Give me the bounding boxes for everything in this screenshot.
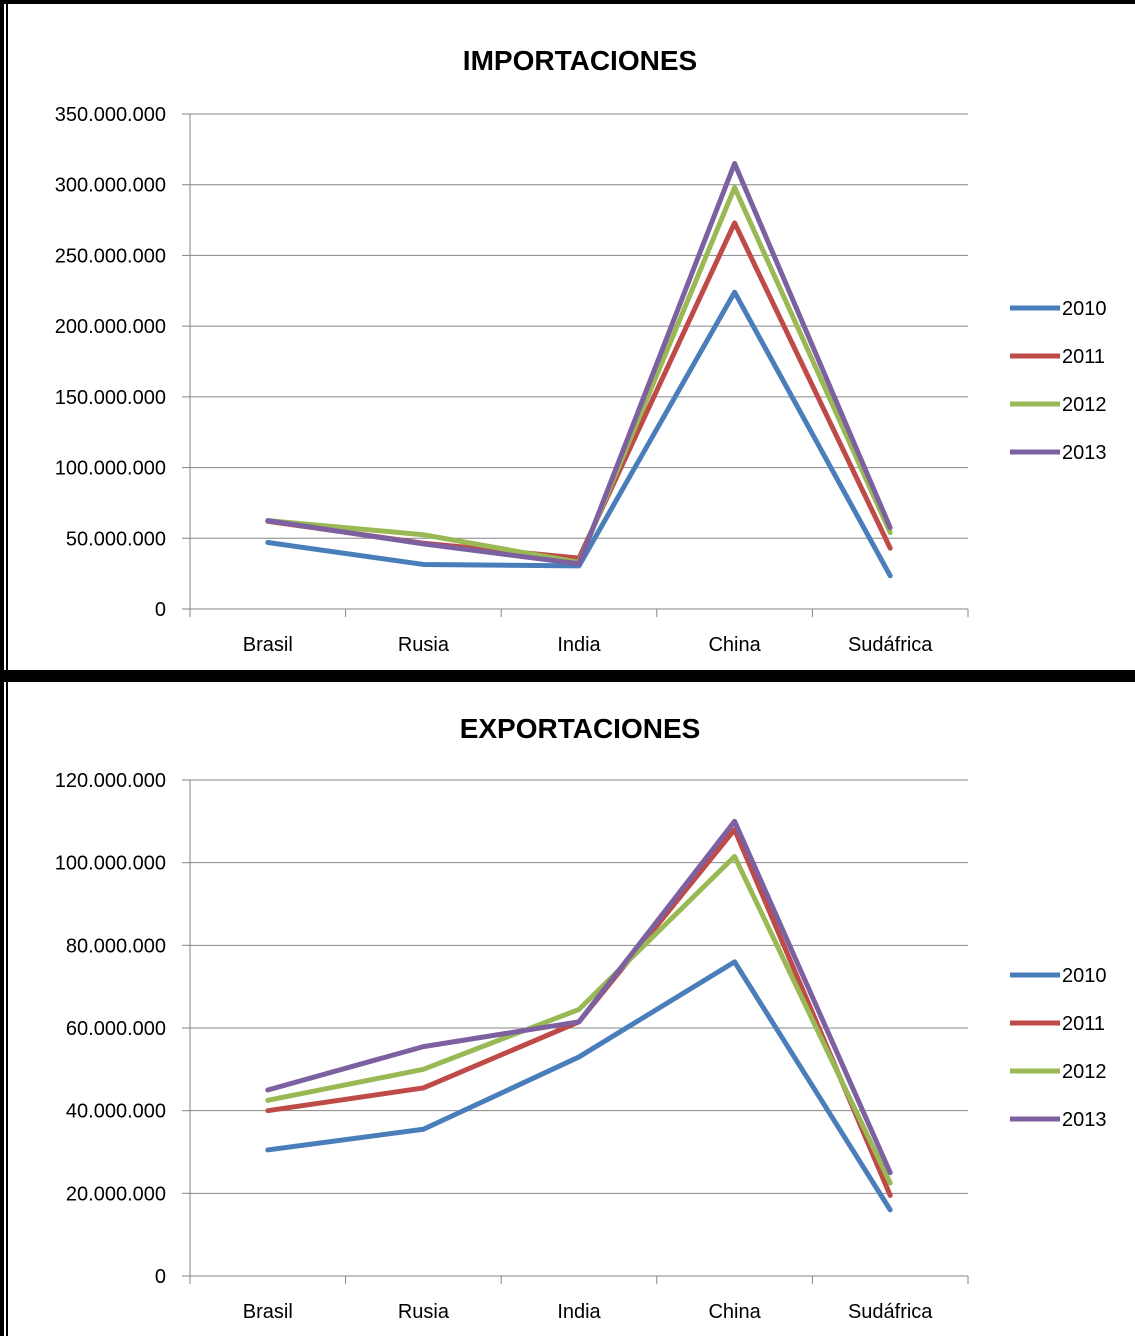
- x-tick-label: Sudáfrica: [848, 634, 933, 656]
- series-line-2011: [265, 220, 893, 561]
- x-tick-label: Rusia: [398, 634, 450, 656]
- legend-label-2012: 2012: [1062, 1061, 1107, 1083]
- importaciones-chart-svg: IMPORTACIONES 0 50.000.000 100.000.000 150.0…: [0, 0, 1135, 678]
- y-tick-label: 120.000.000: [55, 770, 166, 792]
- x-tick-label: Brasil: [243, 634, 293, 656]
- frame-left-border: [0, 0, 4, 678]
- y-tick-label: 100.000.000: [55, 853, 166, 875]
- frame-left-inner-border: [6, 0, 8, 678]
- y-tick-label: 40.000.000: [66, 1101, 166, 1123]
- y-tick-label: 150.000.000: [55, 387, 166, 409]
- legend-label-2013: 2013: [1062, 1109, 1107, 1131]
- chart-title: EXPORTACIONES: [460, 713, 701, 744]
- x-tick-label: China: [708, 634, 761, 656]
- y-tick-label: 0: [155, 599, 166, 621]
- series-line-2010: [265, 959, 893, 1213]
- x-tick-label: Sudáfrica: [848, 1301, 933, 1323]
- frame-top-border: [0, 0, 1135, 4]
- chart-title: IMPORTACIONES: [463, 45, 697, 76]
- x-tick-label: Brasil: [243, 1301, 293, 1323]
- y-tick-label: 50.000.000: [66, 528, 166, 550]
- exportaciones-chart-svg: EXPORTACIONES 0 20.000.000 40.000.000 60.000…: [0, 678, 1135, 1336]
- y-tick-label: 200.000.000: [55, 316, 166, 338]
- legend-label-2010: 2010: [1062, 965, 1107, 987]
- frame-top-border: [0, 678, 1135, 682]
- y-tick-label: 100.000.000: [55, 458, 166, 480]
- series-line-2011: [265, 827, 893, 1198]
- legend-label-2012: 2012: [1062, 394, 1107, 416]
- x-tick-label: India: [557, 1301, 601, 1323]
- series-line-2013: [265, 161, 893, 567]
- y-tick-label: 250.000.000: [55, 245, 166, 267]
- y-tick-label: 20.000.000: [66, 1183, 166, 1205]
- y-tick-label: 350.000.000: [55, 104, 166, 126]
- x-tick-label: Rusia: [398, 1301, 450, 1323]
- importaciones-chart: IMPORTACIONES 0 50.000.000 100.000.000 150.0…: [0, 0, 1135, 678]
- legend-label-2010: 2010: [1062, 298, 1107, 320]
- series-line-2013: [265, 818, 893, 1176]
- legend-label-2011: 2011: [1062, 346, 1105, 368]
- y-tick-label: 0: [155, 1266, 166, 1288]
- legend-label-2013: 2013: [1062, 442, 1107, 464]
- legend-label-2011: 2011: [1062, 1013, 1105, 1035]
- frame-left-border: [0, 678, 4, 1336]
- y-tick-label: 80.000.000: [66, 935, 166, 957]
- series-line-2012: [265, 185, 893, 565]
- x-tick-label: India: [557, 634, 601, 656]
- frame-bottom-border: [0, 670, 1135, 678]
- y-tick-label: 60.000.000: [66, 1018, 166, 1040]
- y-tick-label: 300.000.000: [55, 175, 166, 197]
- series-line-2012: [265, 853, 893, 1186]
- x-tick-label: China: [708, 1301, 761, 1323]
- frame-left-inner-border: [6, 678, 8, 1336]
- exportaciones-chart: EXPORTACIONES 0 20.000.000 40.000.000 60.000…: [0, 678, 1135, 1336]
